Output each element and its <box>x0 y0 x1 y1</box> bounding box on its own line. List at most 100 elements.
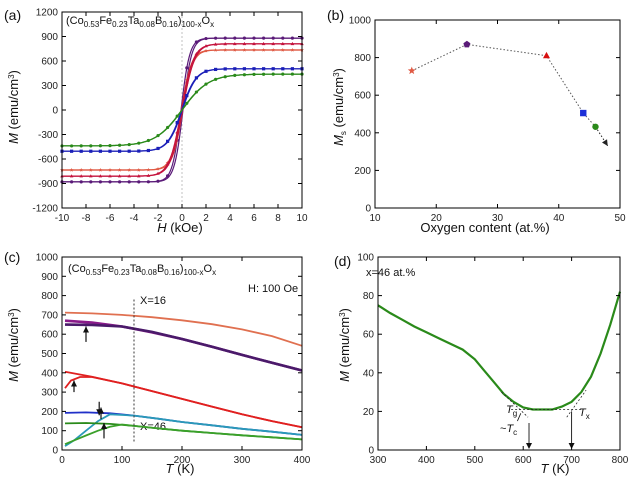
panel-c-ytick-label-6: 600 <box>41 330 58 341</box>
panel-d-axes: 300 400 500 600 700 800 0 20 40 60 80 100 <box>357 253 628 467</box>
panel-a-series-4-marker <box>214 77 218 81</box>
panel-c-plot <box>64 299 303 447</box>
panel-a-series-3-marker <box>156 146 160 151</box>
panel-a-series-3-marker <box>175 120 179 125</box>
panel-b-ytick-label-0: 0 <box>365 204 371 215</box>
panel-a-series-3-marker <box>194 76 198 80</box>
panel-a-series-1-marker <box>69 167 74 172</box>
panel-a-series-2-branch-down <box>62 43 302 177</box>
panel-b-connector <box>411 43 596 128</box>
panel-c-axes: 0 100 200 300 400 0 100 200 300 400 500 600 700 800 90… <box>36 253 311 467</box>
panel-a-xtick-label-10: 10 <box>296 213 308 224</box>
panel-c-ytick-label-5: 500 <box>41 349 58 360</box>
panel-b-point-3 <box>580 109 587 117</box>
panel-a-series-1-marker <box>79 167 84 172</box>
panel-c-series-2 <box>64 323 303 372</box>
panel-a-series-1-marker <box>146 167 151 172</box>
panel-a-series-1-marker <box>290 47 295 52</box>
panel-d-tangent-right <box>566 389 587 418</box>
panel-a-ytick-label-5: 300 <box>41 81 58 92</box>
panel-a-series-4-marker <box>98 144 102 148</box>
panel-d-annotation: x=46 at.% <box>366 267 415 279</box>
panel-d-xtick-label-4: 700 <box>563 455 580 466</box>
panel-a-series-4-marker <box>252 72 256 76</box>
panel-a-xtick-label-6: 2 <box>203 213 209 224</box>
panel-d: (d) x=46 at.% Tg ~Tc Tx T (K) M (emu/cm3… <box>334 253 590 476</box>
panel-a-series-4-marker <box>175 114 179 118</box>
panel-a-xtick-label-8: 6 <box>251 213 257 224</box>
panel-a-series-3-marker <box>233 67 237 71</box>
panel-b-point-2 <box>542 51 551 59</box>
panel-a-series-0-marker <box>98 180 102 184</box>
panel-b-ytick-label-3: 600 <box>354 91 371 102</box>
panel-a-series-2-marker <box>156 171 160 175</box>
panel-a-series-0-marker <box>252 36 256 40</box>
panel-a-ylabel: M (emu/cm3) <box>6 70 21 144</box>
panel-b: (b) Oxygen content (at.%) Ms (emu/cm3) <box>327 7 550 235</box>
panel-c-ytick-label-1: 100 <box>41 426 58 437</box>
panel-a-series-3-marker <box>146 148 150 153</box>
panel-a-series-2-marker <box>271 41 275 46</box>
panel-a-ytick-label-2: -600 <box>38 155 58 166</box>
panel-a-series-0-marker <box>271 36 275 40</box>
panel-d-frame <box>377 256 621 451</box>
panel-d-label: (d) <box>334 253 351 269</box>
panel-a-series-2-marker <box>69 174 74 178</box>
panel-a-series-2-marker <box>290 41 295 46</box>
panel-a-series-2-marker <box>233 41 237 46</box>
panel-a-series-3-marker <box>118 149 122 153</box>
panel-a-series-1-marker <box>136 167 141 172</box>
panel-a-series-4-marker <box>89 144 93 148</box>
panel-a-series-0-marker <box>281 36 285 40</box>
panel-d-ytick-label-3: 60 <box>363 330 375 341</box>
panel-b-xtick-label-1: 20 <box>431 213 443 224</box>
panel-a-series-2-marker <box>79 174 83 178</box>
panel-a-series-2-marker <box>146 173 151 177</box>
panel-c-ytick-label-0: 0 <box>52 446 58 457</box>
panel-d-series-0 <box>377 291 622 411</box>
panel-a-series-4-marker <box>290 72 294 76</box>
panel-a-series-0-marker <box>262 36 266 40</box>
panel-a-ytick-label-0: -1200 <box>32 204 58 215</box>
panel-a-series-3-marker <box>79 149 83 153</box>
panel-a-series-4-marker <box>166 125 170 130</box>
panel-d-xlabel: T (K) <box>541 461 570 476</box>
panel-d-ytick-label-5: 100 <box>357 253 374 264</box>
panel-c-series-0 <box>64 311 303 347</box>
panel-c-ytick-label-10: 1000 <box>36 253 59 264</box>
panel-d-ylabel: M (emu/cm3) <box>337 308 352 382</box>
panel-d-xtick-label-0: 300 <box>370 455 387 466</box>
panel-d-xtick-label-2: 500 <box>466 455 483 466</box>
panel-b-label: (b) <box>327 7 344 23</box>
panel-c-series-6 <box>64 413 303 447</box>
panel-c-series-4 <box>64 376 303 429</box>
panel-a-series-3-marker <box>166 139 170 143</box>
panel-d-xtick-label-1: 400 <box>418 455 435 466</box>
panel-c-ytick-label-7: 700 <box>41 310 58 321</box>
panel-b-point-0 <box>407 66 416 75</box>
panel-a-series-1-marker <box>280 47 285 52</box>
panel-a-series-0-marker <box>70 180 74 184</box>
panel-c-ytick-label-2: 200 <box>41 407 58 418</box>
panel-a-series-4-marker <box>185 101 189 105</box>
panel-b-ylabel: Ms (emu/cm3) <box>331 68 348 146</box>
panel-c-field-label: H: 100 Oe <box>248 283 298 295</box>
panel-a-series-0-marker <box>194 40 198 44</box>
panel-c-xtick-label-4: 400 <box>294 455 311 466</box>
panel-a-series-3-marker <box>137 149 141 153</box>
panel-a-series-1-marker <box>252 47 256 52</box>
panel-a-series-0-marker <box>156 179 160 183</box>
panel-a-composition: (Co0.53Fe0.23Ta0.08B0.16)100-xOx <box>66 15 214 29</box>
panel-a-series-0-branch-down <box>62 37 302 183</box>
panel-a-series-2-marker <box>98 174 103 178</box>
panel-a-series-4-marker <box>146 138 150 143</box>
panel-a-series-3-marker <box>70 149 74 153</box>
panel-a-series-1-marker <box>117 167 122 172</box>
panel-a-series-1-marker <box>213 48 218 52</box>
panel-a-ytick-label-6: 600 <box>41 57 58 68</box>
panel-a-series-2-marker <box>281 41 285 46</box>
panel-a-series-4-marker <box>156 133 160 138</box>
panel-a-series-4-marker <box>70 144 74 148</box>
panel-b-point-1 <box>463 40 471 48</box>
panel-c-arrowhead-4 <box>101 422 107 429</box>
